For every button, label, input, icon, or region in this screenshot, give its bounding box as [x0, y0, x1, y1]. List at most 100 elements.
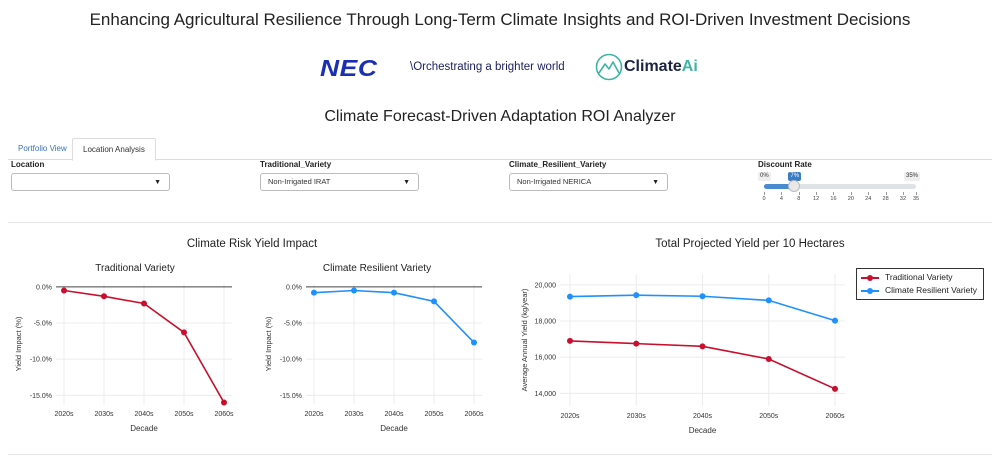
y-tick-label: 20,000: [535, 282, 557, 289]
app-title: Climate Forecast-Driven Adaptation ROI A…: [324, 108, 676, 125]
data-point: [471, 339, 477, 346]
legend-label: Traditional Variety: [885, 272, 953, 282]
total-yield-chart: 2020s 2030s 2040s 2050s 2060s 20,000 18,000 16,…: [520, 274, 845, 435]
tab-bar: Portfolio View Location Analysis: [8, 138, 992, 161]
discount-rate-label: Discount Rate: [758, 160, 812, 169]
slider-tick-label: 35: [912, 196, 920, 202]
slider-tick-label: 32: [899, 196, 907, 202]
y-tick-label: -5.0%: [284, 321, 302, 328]
x-tick-label: 2040s: [693, 413, 713, 420]
caret-down-icon: ▼: [652, 179, 659, 186]
caret-down-icon: ▼: [154, 179, 161, 186]
discount-rate-slider[interactable]: 0% 7% 35% 0 4 8 12 16 20 24 28 32 35: [758, 172, 920, 206]
resilient-variety-dropdown[interactable]: Non-Irrigated NERICA ▼: [509, 173, 668, 191]
y-tick-label: -15.0%: [30, 393, 52, 400]
x-tick-label: 2060s: [464, 411, 484, 418]
x-tick-label: 2040s: [134, 411, 154, 418]
slider-tick: [798, 192, 800, 195]
slider-tick-label: 16: [830, 196, 837, 202]
slider-tick: [833, 192, 835, 195]
data-point: [765, 297, 772, 304]
legend-marker: [867, 288, 873, 294]
slider-track[interactable]: [764, 184, 916, 189]
slider-tick: [764, 192, 765, 195]
x-axis-title: Decade: [380, 424, 408, 433]
risk-section-title: Climate Risk Yield Impact: [186, 238, 318, 250]
legend-item-resilient[interactable]: Climate Resilient Variety: [861, 284, 979, 297]
y-tick-label: 0.0%: [36, 284, 52, 291]
y-tick-label: -15.0%: [280, 393, 302, 400]
x-tick-label: 2040s: [384, 411, 404, 418]
y-axis-title: Yield Impact (%): [264, 316, 273, 371]
data-point: [699, 343, 706, 350]
tab-portfolio-view[interactable]: Portfolio View: [18, 144, 67, 153]
x-tick-label: 2020s: [560, 413, 580, 420]
legend-label: Climate Resilient Variety: [885, 285, 977, 295]
data-point: [765, 355, 772, 362]
x-tick-label: 2030s: [94, 411, 114, 418]
slider-tick-label: 4: [779, 196, 783, 202]
traditional-variety-dropdown[interactable]: Non-Irrigated IRAT ▼: [260, 173, 419, 191]
slider-tick: [781, 192, 783, 195]
slider-tick-label: 28: [882, 196, 889, 202]
y-axis-title: Average Annual Yield (kg/year): [520, 288, 529, 391]
divider: [8, 222, 992, 223]
climateai-mountain-icon: [595, 53, 623, 81]
data-point: [567, 337, 573, 344]
slider-tick: [902, 192, 904, 195]
location-label: Location: [11, 160, 45, 169]
slider-fill: [764, 184, 795, 189]
data-point: [221, 399, 227, 406]
slider-tick: [916, 192, 917, 195]
data-point: [311, 289, 317, 296]
slider-min-label: 0%: [758, 172, 771, 181]
data-point: [181, 329, 187, 336]
y-tick-label: 0.0%: [286, 284, 302, 291]
x-tick-label: 2020s: [304, 411, 324, 418]
climateai-logo-main: Climate: [624, 58, 682, 75]
data-point: [431, 298, 437, 305]
slider-handle[interactable]: [788, 180, 801, 192]
slider-tick-label: 12: [813, 196, 820, 202]
slider-tick-label: 24: [865, 196, 872, 202]
x-tick-label: 2060s: [214, 411, 234, 418]
y-tick-label: -10.0%: [30, 357, 52, 364]
x-tick-label: 2030s: [344, 411, 364, 418]
x-tick-label: 2020s: [54, 411, 74, 418]
y-tick-label: 16,000: [535, 355, 557, 362]
x-tick-label: 2050s: [424, 411, 444, 418]
slider-max-label: 35%: [903, 172, 920, 181]
location-dropdown[interactable]: ▼: [11, 173, 170, 191]
x-axis-title: Decade: [689, 426, 717, 435]
traditional-variety-value: Non-Irrigated IRAT: [268, 177, 331, 186]
data-point: [567, 293, 573, 300]
y-axis-title: Yield Impact (%): [14, 316, 23, 371]
climateai-logo-accent: Ai: [681, 58, 698, 75]
x-axis-title: Decade: [130, 424, 158, 433]
chart-legend: Traditional Variety Climate Resilient Va…: [856, 268, 984, 300]
climateai-logo-text: ClimateAi: [624, 58, 698, 76]
resilient-yield-impact-chart: 2020s 2030s 2040s 2050s 2060s 0.0% -5.0% -10.0%…: [264, 284, 484, 433]
slider-tick: [885, 192, 887, 195]
data-point: [351, 287, 357, 294]
caret-down-icon: ▼: [403, 179, 410, 186]
x-tick-label: 2050s: [174, 411, 194, 418]
slider-value-label: 7%: [788, 172, 802, 181]
slider-tick: [816, 192, 818, 195]
nec-logo: NEC: [320, 55, 378, 81]
chart-title-traditional: Traditional Variety: [95, 263, 175, 274]
page-title: Enhancing Agricultural Resilience Throug…: [89, 10, 911, 29]
data-point: [832, 385, 838, 392]
slider-tick: [868, 192, 870, 195]
legend-item-traditional[interactable]: Traditional Variety: [861, 271, 979, 284]
divider: [8, 454, 992, 455]
chart-title-resilient: Climate Resilient Variety: [322, 263, 432, 274]
slider-ticks: 0 4 8 12 16 20 24 28 32 35: [762, 192, 920, 206]
data-point: [101, 293, 107, 300]
tab-location-analysis[interactable]: Location Analysis: [72, 138, 156, 161]
nec-tagline: \Orchestrating a brighter world: [410, 61, 565, 73]
slider-tick-label: 20: [847, 196, 854, 202]
slider-tick: [850, 192, 852, 195]
logo-bar: NEC \Orchestrating a brighter world Clim…: [0, 52, 1000, 84]
y-tick-label: -5.0%: [34, 321, 52, 328]
